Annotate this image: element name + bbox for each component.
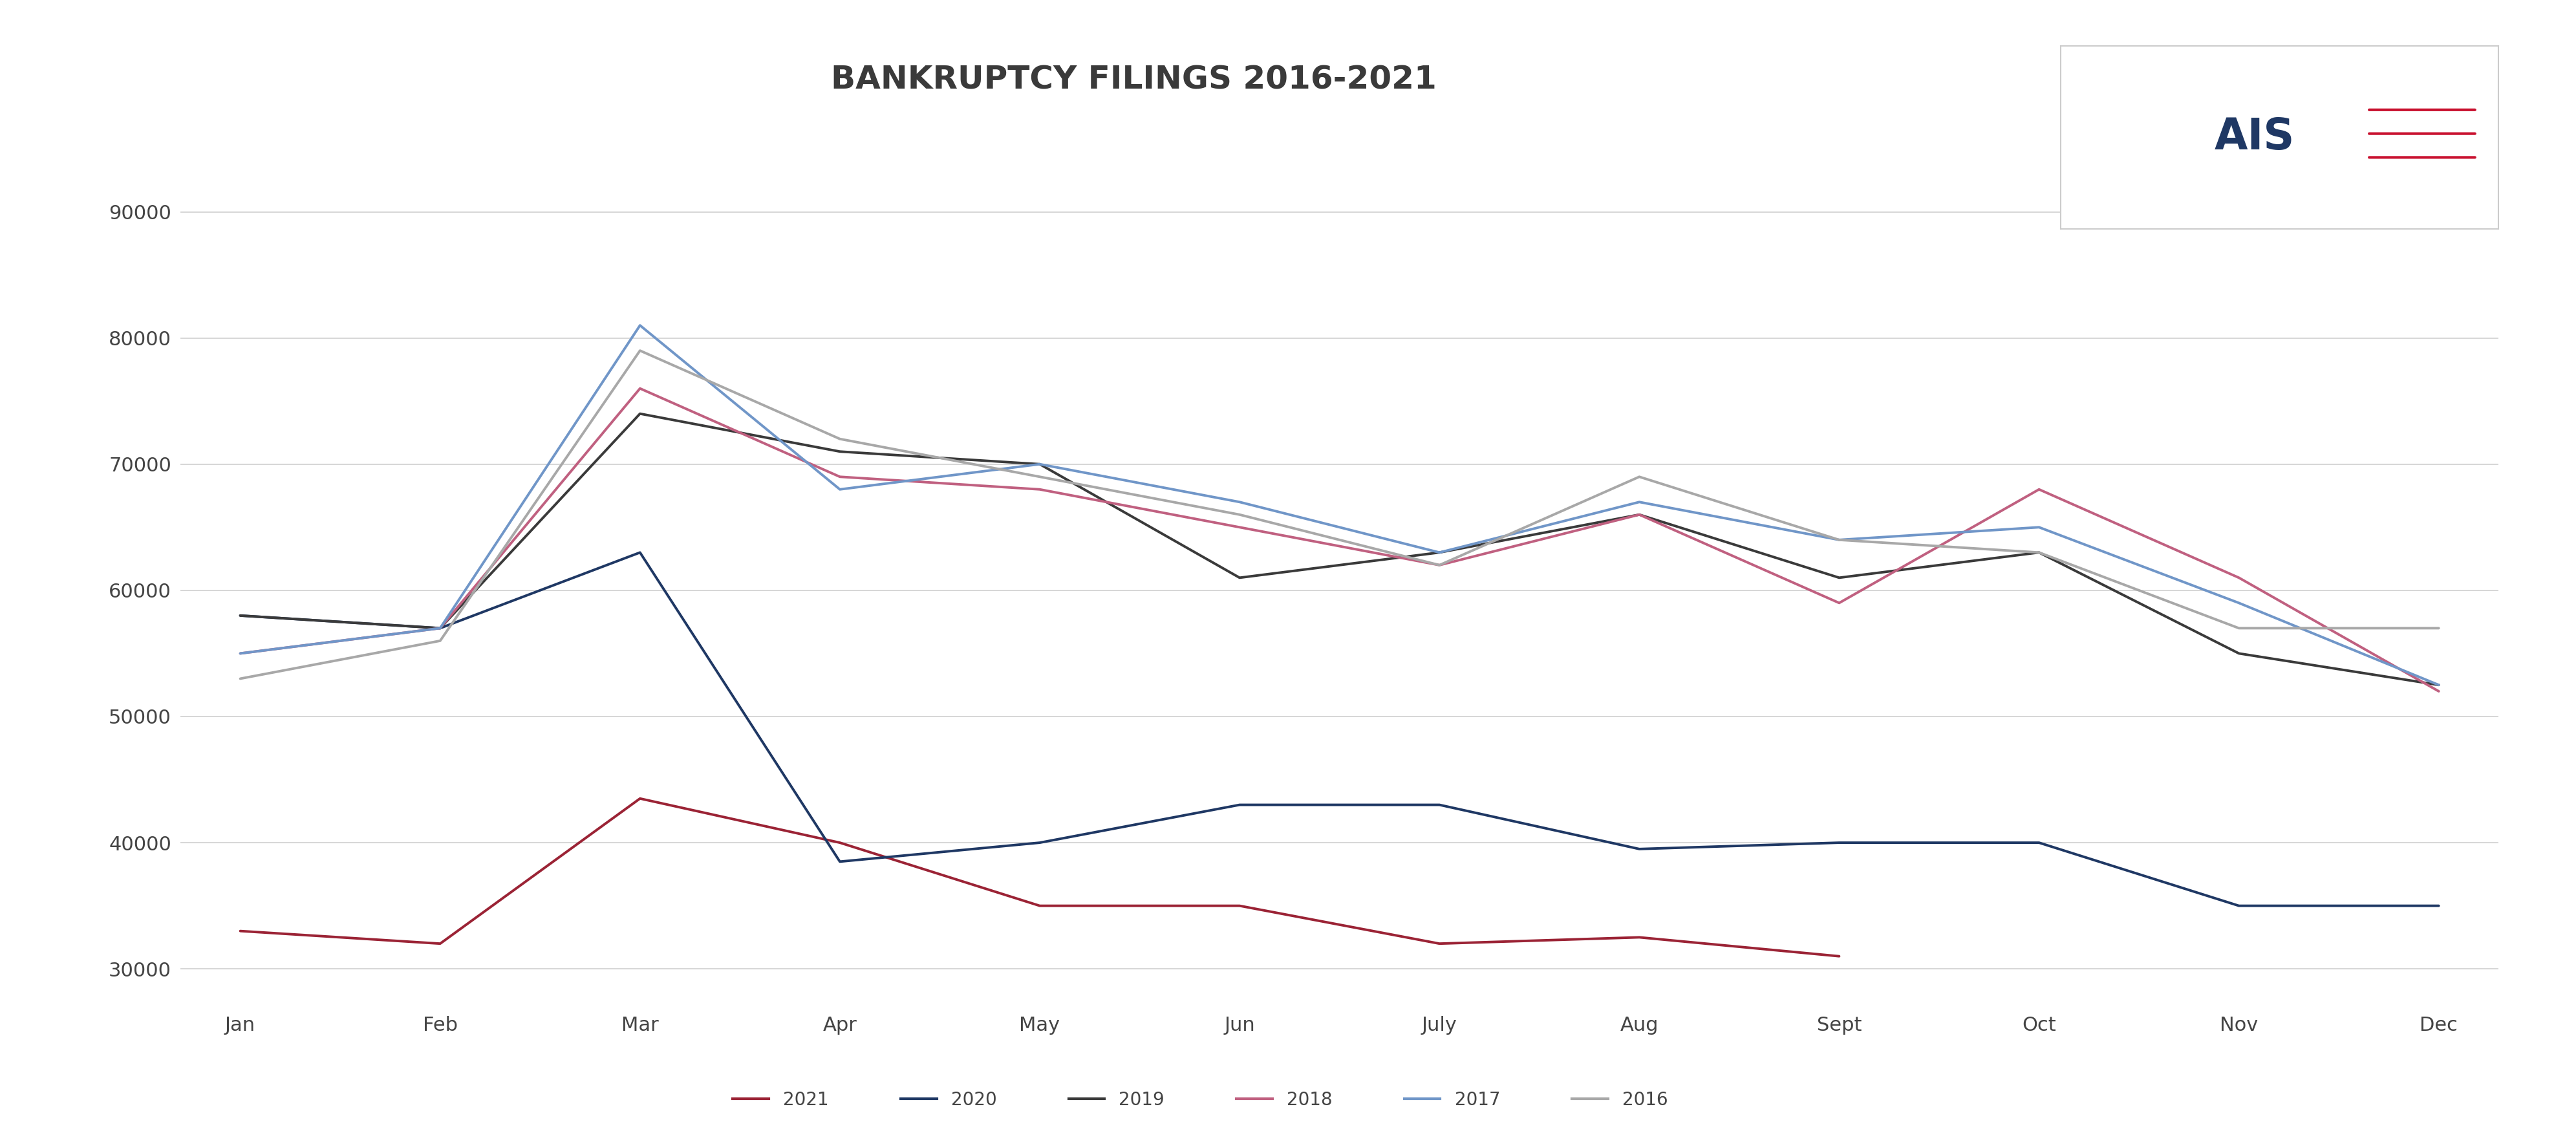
- 2017: [2223, 596, 2254, 610]
- 2020: [1224, 799, 1255, 812]
- 2018: [2424, 684, 2455, 698]
- 2018: [1224, 521, 1255, 534]
- 2020: [425, 621, 456, 635]
- 2018: [425, 621, 456, 635]
- 2018: [623, 382, 654, 396]
- 2017: [623, 318, 654, 332]
- 2017: [1623, 495, 1654, 509]
- 2019: [1025, 458, 1056, 471]
- 2020: [824, 855, 855, 868]
- 2021: [1623, 930, 1654, 944]
- 2016: [623, 343, 654, 357]
- 2019: [2424, 678, 2455, 692]
- 2020: [1824, 836, 1855, 850]
- 2021: [1025, 899, 1056, 913]
- 2019: [824, 445, 855, 459]
- 2017: [2025, 521, 2056, 534]
- 2016: [2025, 546, 2056, 559]
- 2019: [1824, 571, 1855, 585]
- 2019: [1224, 571, 1255, 585]
- 2021: [224, 924, 255, 938]
- 2017: [1824, 533, 1855, 547]
- 2019: [2223, 646, 2254, 660]
- 2020: [2424, 899, 2455, 913]
- 2019: [623, 407, 654, 421]
- 2017: [2424, 678, 2455, 692]
- 2016: [824, 432, 855, 446]
- 2021: [824, 836, 855, 850]
- 2021: [1824, 950, 1855, 963]
- Line: 2021: 2021: [240, 799, 1839, 956]
- Text: BANKRUPTCY FILINGS 2016-2021: BANKRUPTCY FILINGS 2016-2021: [829, 64, 1437, 96]
- 2018: [1425, 558, 1455, 572]
- 2021: [1224, 899, 1255, 913]
- 2018: [224, 646, 255, 660]
- 2020: [1623, 842, 1654, 856]
- 2016: [1224, 508, 1255, 522]
- 2018: [1623, 508, 1654, 522]
- Line: 2018: 2018: [240, 389, 2439, 691]
- 2021: [425, 937, 456, 951]
- 2018: [1025, 483, 1056, 496]
- 2018: [2223, 571, 2254, 585]
- Legend: 2021, 2020, 2019, 2018, 2017, 2016: 2021, 2020, 2019, 2018, 2017, 2016: [732, 1091, 1669, 1110]
- 2016: [224, 672, 255, 685]
- 2017: [1025, 458, 1056, 471]
- 2016: [425, 634, 456, 648]
- 2021: [1425, 937, 1455, 951]
- 2020: [1025, 836, 1056, 850]
- 2018: [824, 470, 855, 484]
- 2017: [824, 483, 855, 496]
- 2019: [2025, 546, 2056, 559]
- 2017: [425, 621, 456, 635]
- Line: 2020: 2020: [240, 553, 2439, 906]
- 2020: [2223, 899, 2254, 913]
- 2020: [224, 609, 255, 622]
- Line: 2016: 2016: [240, 350, 2439, 678]
- 2016: [2223, 621, 2254, 635]
- 2019: [425, 621, 456, 635]
- 2016: [1824, 533, 1855, 547]
- 2019: [224, 609, 255, 622]
- 2017: [224, 646, 255, 660]
- 2016: [2424, 621, 2455, 635]
- 2021: [623, 792, 654, 805]
- 2020: [2025, 836, 2056, 850]
- 2018: [1824, 596, 1855, 610]
- 2016: [1025, 470, 1056, 484]
- 2020: [1425, 799, 1455, 812]
- 2017: [1224, 495, 1255, 509]
- 2017: [1425, 546, 1455, 559]
- 2019: [1425, 546, 1455, 559]
- 2019: [1623, 508, 1654, 522]
- 2018: [2025, 483, 2056, 496]
- Text: AIS: AIS: [2215, 116, 2295, 159]
- 2020: [623, 546, 654, 559]
- 2016: [1425, 558, 1455, 572]
- Line: 2017: 2017: [240, 325, 2439, 685]
- 2016: [1623, 470, 1654, 484]
- Line: 2019: 2019: [240, 414, 2439, 685]
